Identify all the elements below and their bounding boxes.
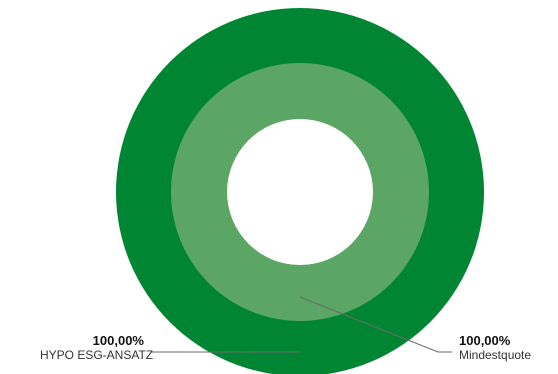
donut-center-hole (227, 119, 373, 265)
leader-line-inner (299, 296, 452, 353)
inner-ring-value-label: 100,00% (459, 333, 511, 348)
callout-label-inner: 100,00% Mindestquote (459, 333, 532, 363)
outer-ring-value-label: 100,00% (92, 333, 144, 348)
callout-label-outer: 100,00% HYPO ESG-ANSATZ (40, 333, 154, 363)
outer-ring-series-label: HYPO ESG-ANSATZ (40, 347, 154, 362)
inner-ring-series-label: Mindestquote (459, 347, 532, 362)
